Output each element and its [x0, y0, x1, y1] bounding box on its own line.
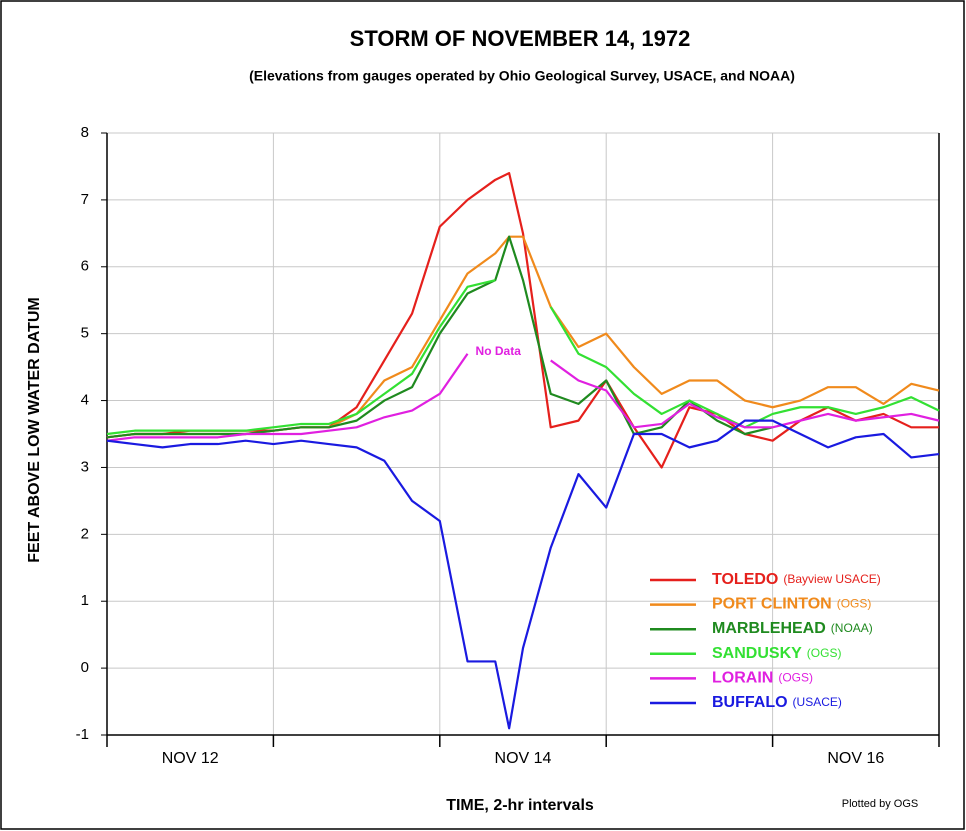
- legend-source: (NOAA): [831, 621, 873, 635]
- legend-name: TOLEDO: [712, 571, 778, 588]
- series-line: [106, 419, 940, 730]
- y-tick-label: 4: [81, 392, 89, 409]
- series-line: [550, 359, 940, 429]
- legend-label: SANDUSKY (OGS): [712, 645, 841, 662]
- series-line: [106, 235, 773, 439]
- credit: Plotted by OGS: [842, 798, 918, 810]
- legend-name: LORAIN: [712, 670, 773, 687]
- y-tick-label: 7: [81, 191, 89, 208]
- legend-name: BUFFALO: [712, 694, 788, 711]
- legend-label: TOLEDO (Bayview USACE): [712, 571, 881, 588]
- y-tick-label: 0: [81, 659, 89, 676]
- y-tick-label: 8: [81, 124, 89, 141]
- y-tick-label: 3: [81, 458, 89, 475]
- legend-name: MARBLEHEAD: [712, 620, 826, 637]
- x-tick-label: NOV 16: [827, 750, 884, 767]
- chart-subtitle: (Elevations from gauges operated by Ohio…: [249, 68, 795, 84]
- legend-label: BUFFALO (USACE): [712, 694, 842, 711]
- legend-source: (OGS): [837, 597, 872, 611]
- y-axis-title: FEET ABOVE LOW WATER DATUM: [26, 297, 43, 562]
- legend-name: SANDUSKY: [712, 645, 802, 662]
- chart-title: STORM OF NOVEMBER 14, 1972: [350, 26, 691, 51]
- annotation: No Data: [476, 344, 522, 358]
- y-tick-label: 1: [81, 592, 89, 609]
- x-axis-title: TIME, 2-hr intervals: [446, 797, 594, 814]
- legend-label: LORAIN (OGS): [712, 670, 813, 687]
- legend-source: (USACE): [793, 695, 842, 709]
- legend-label: PORT CLINTON (OGS): [712, 596, 871, 613]
- y-tick-label: 5: [81, 325, 89, 342]
- legend-name: PORT CLINTON: [712, 596, 832, 613]
- y-tick-label: 6: [81, 258, 89, 275]
- x-tick-label: NOV 12: [162, 750, 219, 767]
- y-tick-label: 2: [81, 525, 89, 542]
- legend-source: (OGS): [807, 646, 842, 660]
- legend-source: (OGS): [778, 671, 813, 685]
- legend-source: (Bayview USACE): [783, 572, 880, 586]
- legend-label: MARBLEHEAD (NOAA): [712, 620, 873, 637]
- series-line: [106, 279, 496, 436]
- y-tick-label: -1: [76, 726, 89, 743]
- x-tick-label: NOV 14: [495, 750, 552, 767]
- series-line: [106, 353, 469, 442]
